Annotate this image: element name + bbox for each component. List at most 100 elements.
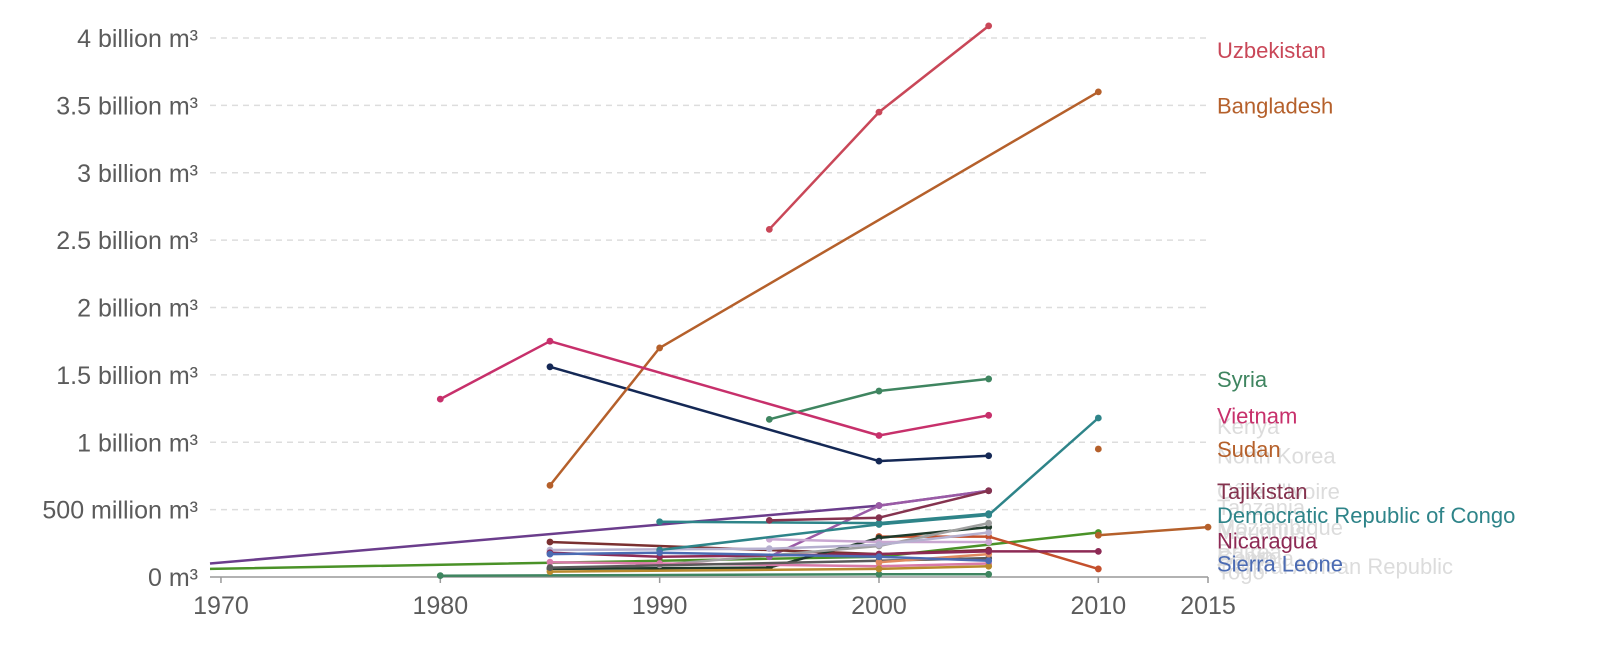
syria-point [765, 415, 773, 423]
series-21-series [546, 562, 993, 576]
nicaragua-point [985, 547, 993, 555]
bangladesh-series [546, 88, 1102, 489]
faded-label-c-te-d-ivoire: Côte d'Ivoire [1217, 479, 1340, 504]
y-tick-label: 1 billion m³ [77, 429, 198, 457]
sierra-leone-line [549, 551, 989, 563]
y-tick-label: 1.5 billion m³ [56, 362, 198, 390]
democratic-republic-of-congo-point [1094, 414, 1102, 422]
series-labels: Uzbekistan Bangladesh Syria Vietnam Sudan Taj… [1217, 38, 1515, 576]
faded-label-mozambique: Mozambique [1217, 515, 1343, 540]
sudan-point [1094, 445, 1102, 453]
y-tick-label: 3 billion m³ [77, 160, 198, 188]
series-19-series [436, 570, 993, 580]
series-12-series [1094, 523, 1212, 539]
series-16-point [656, 518, 664, 526]
uzbekistan-series [765, 22, 993, 233]
bangladesh-point [1094, 88, 1102, 96]
sierra-leone-point [875, 553, 883, 561]
label-tajikistan: Tajikistan [1217, 479, 1307, 504]
democratic-republic-of-congo-line [659, 417, 1100, 552]
x-tick-label: 2015 [1180, 592, 1236, 620]
faded-label-eritrea: Eritrea [1217, 539, 1283, 564]
series-19-line [440, 573, 989, 577]
y-tick-label: 2.5 billion m³ [56, 227, 198, 255]
series-lines [209, 22, 1212, 580]
vietnam-point [875, 432, 883, 439]
label-sudan: Sudan [1217, 437, 1281, 462]
y-tick-label: 4 billion m³ [77, 25, 198, 53]
sudan-series [1094, 445, 1102, 453]
series-23-point [985, 538, 993, 546]
series-14-point [875, 502, 883, 509]
uzbekistan-line [768, 24, 990, 231]
label-uzbekistan: Uzbekistan [1217, 38, 1326, 63]
tajikistan-series [765, 487, 993, 524]
series-22-point [546, 564, 554, 571]
series-25-point [985, 529, 993, 536]
series-20-point [546, 558, 554, 566]
sierra-leone-point [546, 550, 554, 558]
series-25-point [765, 545, 773, 553]
vietnam-point [436, 395, 444, 403]
series-19-point [875, 570, 883, 578]
series-13-point [1094, 565, 1102, 573]
y-axis-ticks: 0 m³ 500 million m³ 1 billion m³ 1.5 billio… [42, 25, 198, 592]
tajikistan-point [875, 514, 883, 522]
vietnam-point [985, 411, 993, 419]
x-tick-label: 2000 [851, 592, 907, 620]
faded-label-gambia: Gambia [1217, 546, 1295, 571]
syria-series [765, 375, 993, 423]
x-tick-label: 1990 [632, 592, 688, 620]
sierra-leone-series [546, 549, 993, 565]
x-tick-label: 1970 [193, 592, 249, 620]
series-18-point [985, 519, 993, 527]
series-4-series [546, 363, 993, 465]
label-vietnam: Vietnam [1217, 403, 1297, 428]
faded-series-labels: Kenya North Korea Côte d'IvoireTanzaniaMoz… [1217, 414, 1453, 585]
series-15-point [546, 538, 554, 546]
uzbekistan-point [985, 22, 993, 30]
faded-label-tanzania: Tanzania [1217, 495, 1306, 520]
syria-point [985, 375, 993, 383]
label-sierra-leone: Sierra Leone [1217, 552, 1343, 577]
series-4-line [549, 365, 989, 463]
y-tick-label: 3.5 billion m³ [56, 92, 198, 120]
democratic-republic-of-congo-point [875, 521, 883, 528]
bangladesh-point [656, 344, 664, 352]
bangladesh-point [546, 481, 554, 489]
x-tick-label: 1980 [412, 592, 468, 620]
faded-label-mauritius: Mauritius [1217, 519, 1306, 544]
syria-point [875, 387, 883, 395]
y-tick-label: 500 million m³ [42, 497, 198, 525]
bangladesh-line [549, 90, 1099, 487]
label-democratic-republic-of-congo: Democratic Republic of Congo [1217, 503, 1515, 528]
series-20-line [549, 560, 989, 568]
faded-label-kenya: Kenya [1217, 414, 1280, 439]
uzbekistan-point [875, 108, 883, 116]
series-24-point [875, 558, 883, 566]
nicaragua-point [1094, 547, 1102, 555]
sierra-leone-point [656, 549, 664, 557]
faded-label-togo: Togo [1217, 560, 1265, 585]
series-4-point [875, 457, 883, 465]
faded-label-north-korea: North Korea [1217, 444, 1336, 469]
series-12-point [1094, 531, 1102, 539]
x-axis: 1970 1980 1990 2000 2010 2015 [193, 576, 1236, 620]
series-12-point [1204, 523, 1212, 531]
series-21-point [985, 562, 993, 570]
y-tick-label: 0 m³ [148, 564, 198, 592]
democratic-republic-of-congo-series [656, 414, 1102, 554]
tajikistan-point [765, 517, 773, 524]
series-25-point [875, 541, 883, 549]
series-12-line [1098, 525, 1209, 537]
sierra-leone-point [985, 557, 993, 565]
vietnam-series [436, 337, 993, 439]
faded-label-central-african-republic: Central African Republic [1217, 554, 1453, 579]
democratic-republic-of-congo-point [985, 511, 993, 519]
tajikistan-point [985, 487, 993, 495]
x-tick-label: 2010 [1071, 592, 1127, 620]
uzbekistan-point [765, 225, 773, 233]
label-bangladesh: Bangladesh [1217, 93, 1333, 118]
label-syria: Syria [1217, 367, 1268, 392]
vietnam-line [439, 339, 989, 437]
